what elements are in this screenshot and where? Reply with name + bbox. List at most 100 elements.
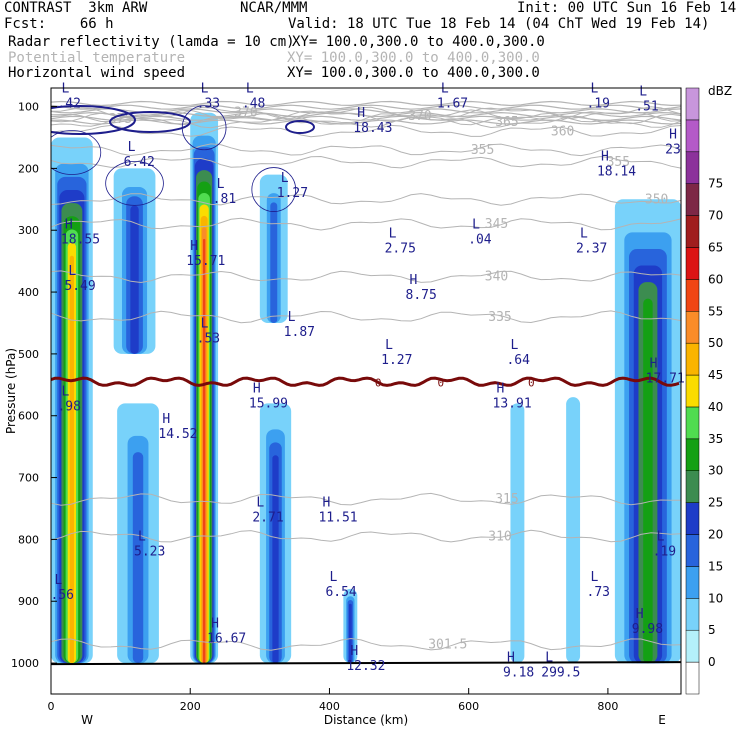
theta-label-9: 340 bbox=[485, 270, 508, 285]
wind-extremum-kind-15: L bbox=[580, 227, 588, 242]
x-tick-label-1: 200 bbox=[180, 700, 201, 713]
theta-contour-11 bbox=[51, 492, 681, 506]
y-tick-label-4: 500 bbox=[18, 348, 39, 361]
theta-contour-9 bbox=[51, 270, 681, 284]
wind-extremum-kind-8: H bbox=[601, 149, 609, 164]
colorbar-swatch-9 bbox=[685, 374, 700, 408]
theta-upper-contour-4 bbox=[51, 115, 681, 121]
wind-extremum-kind-1: L bbox=[201, 81, 209, 96]
wind-extremum-value-29: 11.51 bbox=[318, 511, 357, 526]
theta-contour-13 bbox=[51, 637, 681, 651]
theta-label-10: 335 bbox=[488, 310, 511, 325]
y-tick-label-6: 700 bbox=[18, 472, 39, 485]
colorbar-swatch-13 bbox=[685, 247, 700, 280]
wind-extremum-value-33: 6.54 bbox=[325, 585, 356, 600]
wind-extremum-value-10: .81 bbox=[213, 192, 236, 207]
y-tick-label-8: 900 bbox=[18, 595, 39, 608]
xy-theta: XY= 100.0,300.0 to 400.0,300.0 bbox=[287, 50, 540, 66]
field-wind: Horizontal wind speed bbox=[8, 65, 186, 81]
wind-extremum-value-39: 299.5 bbox=[541, 665, 580, 680]
wind-extremum-kind-25: H bbox=[253, 381, 261, 396]
wind-extremum-kind-39: L bbox=[545, 650, 553, 665]
wind-contours: 0 0 0 bbox=[51, 105, 680, 390]
wind-extremum-value-19: .53 bbox=[197, 331, 220, 346]
wind-extremum-kind-10: L bbox=[217, 177, 225, 192]
wind-extremum-value-4: .19 bbox=[587, 96, 610, 111]
wind-extremum-value-18: 8.75 bbox=[406, 288, 437, 303]
colorbar-label-12: 60 bbox=[708, 272, 723, 286]
wind-extremum-kind-38: H bbox=[507, 650, 515, 665]
xy-wind: XY= 100.0,300.0 to 400.0,300.0 bbox=[287, 65, 540, 81]
field-reflectivity: Radar reflectivity (lamda = 10 cm) bbox=[8, 34, 295, 50]
colorbar-swatch-7 bbox=[685, 438, 700, 471]
theta-label-13: 301.5 bbox=[428, 638, 467, 653]
colorbar-label-6: 30 bbox=[708, 464, 723, 478]
theta-label-4: 360 bbox=[551, 124, 574, 139]
wind-extremum-value-35: 16.67 bbox=[207, 631, 246, 646]
wind-extremum-value-9: 6.42 bbox=[124, 155, 155, 170]
theta-contour-5 bbox=[51, 143, 681, 157]
wind-extremum-value-20: 1.87 bbox=[284, 325, 315, 340]
wind-contour-3 bbox=[251, 167, 297, 212]
wind-extremum-kind-35: H bbox=[211, 616, 219, 631]
colorbar-label-3: 15 bbox=[708, 559, 723, 573]
wind-extremum-kind-13: L bbox=[389, 227, 397, 242]
y-axis-title: Pressure (hPa) bbox=[4, 348, 18, 434]
theta-upper-contour-3 bbox=[51, 111, 681, 118]
tropopause-zero-label-1: 0 bbox=[438, 377, 445, 390]
colorbar-swatch-14 bbox=[685, 215, 700, 248]
colorbar-swatch-1 bbox=[685, 629, 700, 663]
y-tick-label-5: 600 bbox=[18, 410, 39, 423]
colorbar-swatch-2 bbox=[685, 598, 700, 631]
wind-extremum-value-1: .33 bbox=[197, 96, 220, 111]
colorbar-label-2: 10 bbox=[708, 591, 723, 605]
field-theta: Potential temperature bbox=[8, 50, 186, 66]
colorbar-swatch-17 bbox=[685, 119, 700, 153]
wind-extremum-value-8: 18.14 bbox=[597, 164, 636, 179]
wind-extremum-value-17: 5.49 bbox=[64, 279, 95, 294]
wind-extremum-kind-7: H bbox=[669, 128, 677, 143]
colorbar-label-14: 70 bbox=[708, 209, 723, 223]
wind-extremum-value-21: 1.27 bbox=[381, 353, 412, 368]
model-source: NCAR/MMM bbox=[240, 0, 308, 16]
theta-upper-contour-1 bbox=[51, 104, 681, 110]
wind-extremum-kind-27: H bbox=[162, 412, 170, 427]
theta-label-12: 310 bbox=[488, 529, 511, 544]
colorbar-swatch-16 bbox=[685, 151, 700, 184]
wind-extremum-kind-3: L bbox=[441, 81, 449, 96]
colorbar-label-11: 55 bbox=[708, 304, 723, 318]
wind-contour-1 bbox=[105, 160, 164, 206]
x-tick-label-0: 0 bbox=[48, 700, 55, 713]
x-axis-title: Distance (km) bbox=[324, 713, 408, 727]
wind-extremum-kind-20: L bbox=[288, 310, 296, 325]
colorbar-swatch-18 bbox=[685, 87, 700, 121]
reflectivity-column-2-band-11 bbox=[202, 238, 206, 664]
colorbar-swatch-6 bbox=[685, 470, 700, 503]
reflectivity-column-9-band-6 bbox=[643, 298, 653, 664]
wind-extremum-value-7: 23 bbox=[665, 143, 681, 158]
theta-label-8: 345 bbox=[485, 217, 508, 232]
wind-extremum-value-37: 12.32 bbox=[346, 659, 385, 674]
wind-extremum-kind-5: L bbox=[639, 84, 647, 99]
wind-extremum-value-36: 9.98 bbox=[632, 622, 663, 637]
colorbar-label-0: 0 bbox=[708, 655, 716, 669]
colorbar-unit: dBZ bbox=[708, 84, 732, 98]
wind-extremum-kind-19: L bbox=[201, 316, 209, 331]
y-tick-label-3: 400 bbox=[18, 286, 39, 299]
y-tick-label-7: 800 bbox=[18, 533, 39, 546]
colorbar-label-13: 65 bbox=[708, 240, 723, 254]
wind-jet-contour-2 bbox=[285, 120, 315, 134]
wind-extremum-kind-28: L bbox=[256, 496, 264, 511]
colorbar-label-10: 50 bbox=[708, 336, 723, 350]
theta-upper-contour-0 bbox=[51, 100, 681, 107]
reflectivity-column-6-band-4 bbox=[348, 603, 352, 664]
theta-label-3: 365 bbox=[495, 115, 518, 130]
wind-extremum-kind-34: L bbox=[591, 570, 599, 585]
wind-extremum-kind-14: L bbox=[472, 217, 480, 232]
forecast-hour: Fcst: 66 h bbox=[4, 16, 114, 32]
wind-jet-contour-1 bbox=[109, 111, 191, 133]
wind-extremum-kind-12: H bbox=[65, 217, 73, 232]
wind-extremum-kind-31: L bbox=[657, 530, 665, 545]
theta-label-11: 315 bbox=[495, 492, 518, 507]
